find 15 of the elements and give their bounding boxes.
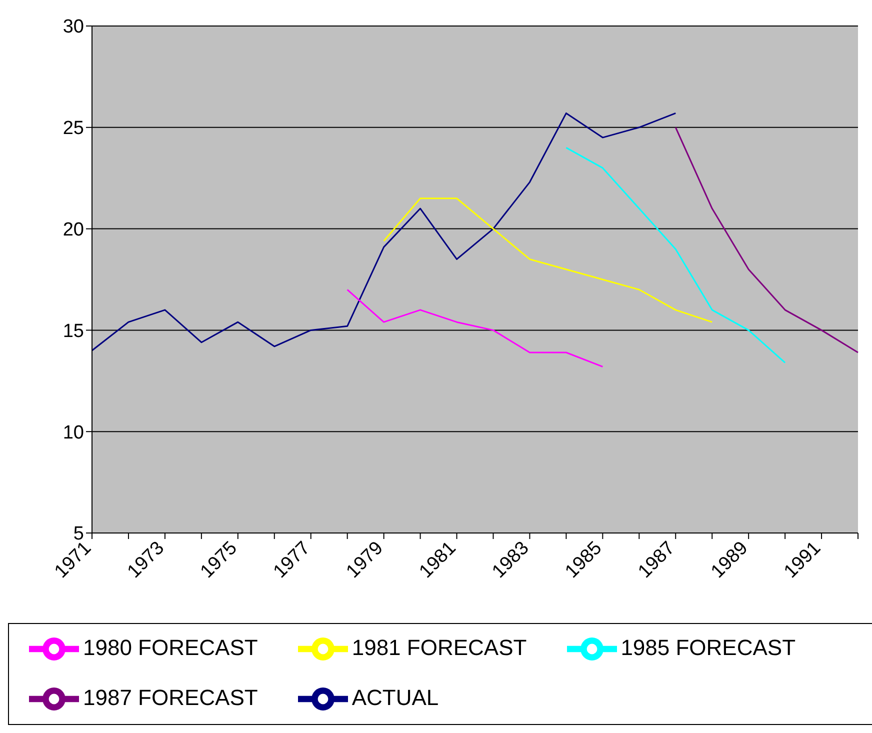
y-tick-label: 10 bbox=[62, 422, 84, 444]
y-tick-label: 30 bbox=[62, 16, 84, 38]
y-tick-label: 15 bbox=[62, 320, 84, 342]
legend-label: ACTUAL bbox=[352, 684, 439, 710]
legend-label: 1985 FORECAST bbox=[620, 634, 796, 660]
line-series bbox=[346, 288, 604, 368]
line-series bbox=[674, 126, 859, 354]
line-series bbox=[565, 146, 786, 364]
legend-label: 1981 FORECAST bbox=[352, 634, 527, 660]
y-tick-label: 20 bbox=[62, 220, 84, 241]
legend-label: 1980 FORECAST bbox=[83, 634, 258, 660]
line-series bbox=[91, 112, 676, 352]
legend-label: 1987 FORECAST bbox=[83, 684, 258, 710]
y-tick-label: 25 bbox=[62, 118, 84, 140]
line-series bbox=[383, 198, 713, 323]
